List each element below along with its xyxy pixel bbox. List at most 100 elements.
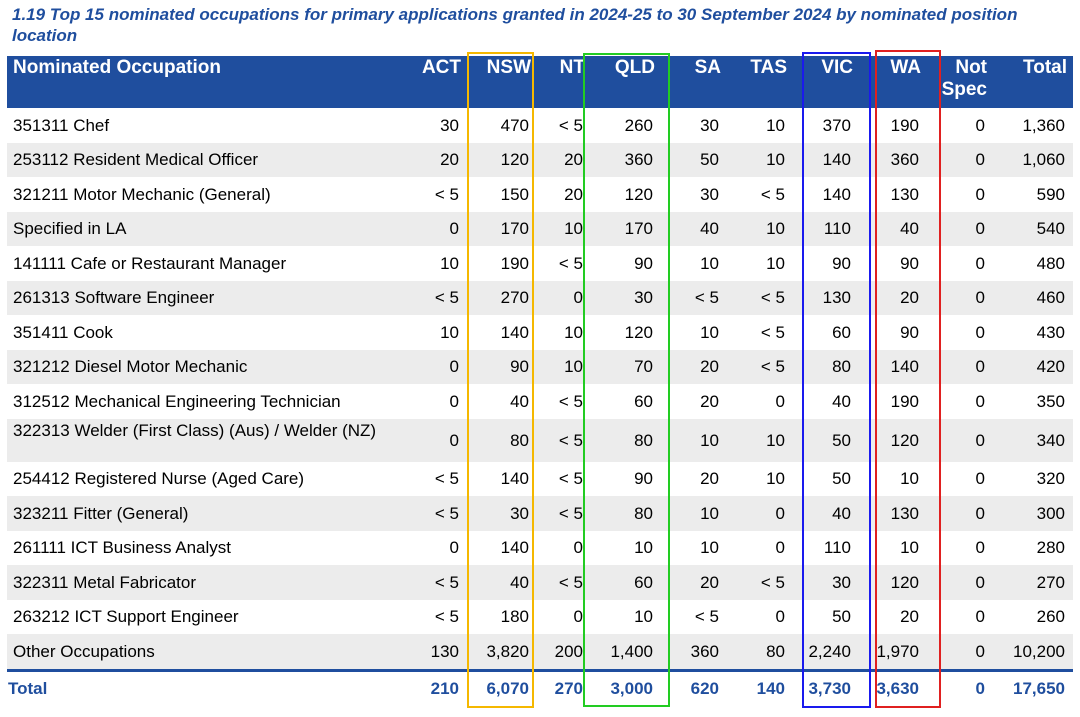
cell-vic: 50 bbox=[832, 607, 851, 627]
cell-sa: 30 bbox=[700, 115, 719, 135]
cell-total: 430 bbox=[1036, 322, 1065, 342]
cell-occupation: 141111 Cafe or Restaurant Manager bbox=[13, 253, 287, 273]
cell-sa: 20 bbox=[700, 469, 719, 489]
cell-vic: 80 bbox=[793, 349, 859, 384]
table-row: 261111 ICT Business Analyst 0 140 0 10 10 0 110… bbox=[7, 531, 1073, 566]
cell-qld: 30 bbox=[591, 280, 661, 315]
header-tas: TAS bbox=[727, 56, 793, 108]
cell-qld: 1,400 bbox=[591, 634, 661, 670]
cell-not-spec: 0 bbox=[975, 253, 985, 273]
cell-sa: 10 bbox=[661, 418, 727, 462]
cell-tas: 0 bbox=[775, 538, 785, 558]
cell-vic: 60 bbox=[832, 322, 851, 342]
cell-wa: 40 bbox=[859, 211, 927, 246]
cell-wa: 130 bbox=[859, 496, 927, 531]
total-sa: 620 bbox=[661, 668, 727, 706]
total-nsw: 6,070 bbox=[467, 668, 537, 706]
header-sa: SA bbox=[661, 56, 727, 108]
cell-total: 350 bbox=[1036, 391, 1065, 411]
table-header-row: Nominated Occupation ACT NSW NT QLD SA T… bbox=[7, 56, 1073, 108]
cell-nt: 20 bbox=[564, 184, 583, 204]
cell-occupation: Specified in LA bbox=[7, 211, 397, 246]
cell-qld: 80 bbox=[591, 496, 661, 531]
cell-sa: 20 bbox=[700, 391, 719, 411]
table-row: 321211 Motor Mechanic (General) < 5 150 20 1… bbox=[7, 177, 1073, 212]
table-row: 321212 Diesel Motor Mechanic 0 90 10 70 20 < 5… bbox=[7, 349, 1073, 384]
cell-tas: < 5 bbox=[760, 184, 785, 204]
cell-not-spec: 0 bbox=[927, 142, 993, 177]
cell-total: 1,360 bbox=[1022, 115, 1065, 135]
cell-total: 540 bbox=[993, 211, 1073, 246]
cell-nsw: 140 bbox=[500, 322, 529, 342]
cell-nsw: 180 bbox=[500, 607, 529, 627]
cell-nt: 10 bbox=[537, 211, 591, 246]
cell-qld: 120 bbox=[624, 184, 653, 204]
cell-nt: < 5 bbox=[558, 469, 583, 489]
table-caption: 1.19 Top 15 nominated occupations for pr… bbox=[12, 5, 1018, 45]
cell-wa: 120 bbox=[859, 565, 927, 600]
cell-qld: 60 bbox=[591, 565, 661, 600]
header-wa: WA bbox=[859, 56, 927, 108]
cell-not-spec: 0 bbox=[975, 607, 985, 627]
cell-not-spec: 0 bbox=[975, 115, 985, 135]
cell-wa: 90 bbox=[900, 322, 919, 342]
cell-act: 10 bbox=[440, 322, 459, 342]
header-nsw: NSW bbox=[467, 56, 537, 108]
cell-sa: 20 bbox=[661, 565, 727, 600]
cell-tas: 0 bbox=[727, 496, 793, 531]
cell-vic: 50 bbox=[793, 418, 859, 462]
cell-wa: 20 bbox=[859, 280, 927, 315]
table-row: 312512 Mechanical Engineering Technician… bbox=[7, 384, 1073, 419]
cell-qld: 70 bbox=[591, 349, 661, 384]
cell-not-spec: 0 bbox=[927, 496, 993, 531]
cell-occupation: 261111 ICT Business Analyst bbox=[13, 538, 231, 558]
cell-nt: < 5 bbox=[537, 418, 591, 462]
cell-not-spec: 0 bbox=[927, 418, 993, 462]
cell-not-spec: 0 bbox=[927, 349, 993, 384]
table-row: 351311 Chef 30 470 < 5 260 30 10 370 190 0 1,360 bbox=[7, 108, 1073, 143]
cell-nsw: 120 bbox=[467, 142, 537, 177]
cell-tas: < 5 bbox=[727, 349, 793, 384]
cell-wa: 120 bbox=[859, 418, 927, 462]
total-nt: 270 bbox=[537, 668, 591, 706]
cell-act: 0 bbox=[397, 418, 467, 462]
table-row: 322313 Welder (First Class) (Aus) / Weld… bbox=[7, 418, 1073, 462]
cell-occupation: Other Occupations bbox=[7, 634, 397, 670]
cell-occupation: 263212 ICT Support Engineer bbox=[13, 607, 239, 627]
cell-act: < 5 bbox=[434, 184, 459, 204]
cell-sa: 10 bbox=[661, 496, 727, 531]
cell-total: 260 bbox=[1036, 607, 1065, 627]
cell-act: 30 bbox=[440, 115, 459, 135]
cell-vic: 140 bbox=[822, 184, 851, 204]
cell-nsw: 150 bbox=[500, 184, 529, 204]
cell-sa: 360 bbox=[661, 634, 727, 670]
cell-qld: 90 bbox=[634, 253, 653, 273]
table-row: 141111 Cafe or Restaurant Manager 10 190 < … bbox=[7, 246, 1073, 281]
cell-vic: 40 bbox=[832, 391, 851, 411]
cell-act: 0 bbox=[397, 349, 467, 384]
cell-sa: 40 bbox=[661, 211, 727, 246]
total-not-spec: 0 bbox=[927, 668, 993, 706]
cell-qld: 120 bbox=[624, 322, 653, 342]
total-act: 210 bbox=[397, 668, 467, 706]
cell-nt: 10 bbox=[564, 322, 583, 342]
cell-nt: 0 bbox=[573, 607, 583, 627]
cell-wa: 140 bbox=[859, 349, 927, 384]
total-total: 17,650 bbox=[993, 668, 1073, 706]
cell-vic: 110 bbox=[823, 538, 851, 558]
cell-sa: 10 bbox=[700, 322, 719, 342]
cell-not-spec: 0 bbox=[975, 184, 985, 204]
cell-nt: < 5 bbox=[537, 565, 591, 600]
cell-act: < 5 bbox=[397, 496, 467, 531]
cell-nsw: 190 bbox=[500, 253, 529, 273]
cell-occupation: 322311 Metal Fabricator bbox=[7, 565, 397, 600]
total-qld: 3,000 bbox=[591, 668, 661, 706]
table-row: Specified in LA 0 170 10 170 40 10 110 40 0 540 bbox=[7, 211, 1073, 246]
cell-total: 340 bbox=[993, 418, 1073, 462]
cell-total: 270 bbox=[993, 565, 1073, 600]
cell-occupation: 321211 Motor Mechanic (General) bbox=[13, 184, 271, 204]
cell-occupation: 321212 Diesel Motor Mechanic bbox=[7, 349, 397, 384]
cell-act: < 5 bbox=[434, 607, 459, 627]
cell-not-spec: 0 bbox=[927, 634, 993, 670]
cell-total: 460 bbox=[993, 280, 1073, 315]
